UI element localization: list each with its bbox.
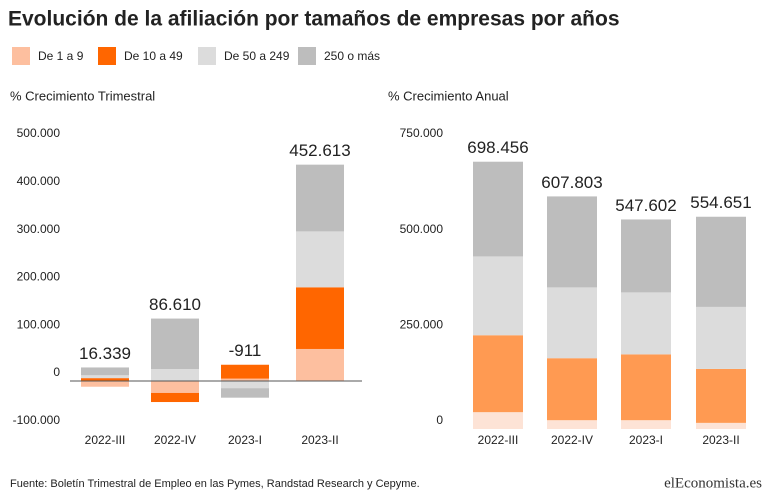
x-tick-label: 2023-II [301, 433, 338, 447]
x-tick-label: 2022-IV [154, 433, 196, 447]
bar-segment [621, 420, 671, 429]
bar-segment [221, 388, 269, 398]
bar-segment [296, 348, 344, 381]
total-label: 86.610 [149, 295, 201, 314]
bar-segment [151, 392, 199, 403]
panel-title: % Crecimiento Anual [388, 88, 509, 103]
bar-segment [151, 369, 199, 381]
legend-label: 250 o más [324, 49, 380, 63]
bar-segment [547, 196, 597, 288]
bar-segment [221, 364, 269, 379]
legend-label: De 50 a 249 [224, 49, 290, 63]
bar-segment [473, 412, 523, 429]
bar-segment [621, 219, 671, 293]
panel-title: % Crecimiento Trimestral [10, 88, 155, 103]
total-label: 698.456 [467, 138, 528, 157]
total-label: -911 [229, 341, 262, 360]
legend-swatch [298, 47, 316, 65]
y-tick-label: 500.000 [17, 126, 61, 140]
bar-segment [696, 368, 746, 423]
x-tick-label: 2023-I [629, 433, 663, 447]
bar-segment [221, 381, 269, 389]
bar-segment [547, 358, 597, 421]
y-tick-label: -100.000 [13, 413, 61, 427]
bar-segment [296, 231, 344, 288]
bar-segment [547, 287, 597, 359]
x-tick-label: 2022-IV [551, 433, 593, 447]
y-tick-label: 0 [436, 413, 443, 427]
bar-segment [696, 306, 746, 369]
y-tick-label: 500.000 [400, 222, 444, 236]
bar-segment [473, 161, 523, 257]
bar-segment [547, 420, 597, 429]
bar-segment [621, 354, 671, 421]
bar-segment [296, 164, 344, 232]
source: Fuente: Boletín Trimestral de Empleo en … [10, 478, 420, 490]
legend-label: De 1 a 9 [38, 49, 84, 63]
legend-swatch [198, 47, 216, 65]
total-label: 547.602 [615, 196, 676, 215]
bar-segment [81, 381, 129, 387]
bar-segment [696, 422, 746, 429]
bar-segment [473, 335, 523, 413]
chart-title: Evolución de la afiliación por tamaños d… [8, 8, 620, 31]
y-tick-label: 250.000 [400, 318, 444, 332]
legend-swatch [98, 47, 116, 65]
y-tick-label: 100.000 [17, 317, 61, 331]
total-label: 16.339 [79, 344, 131, 363]
total-label: 554.651 [690, 193, 751, 212]
legend-swatch [12, 47, 30, 65]
bar-segment [81, 375, 129, 379]
bar-segment [696, 216, 746, 307]
bar-segment [296, 287, 344, 349]
y-tick-label: 750.000 [400, 126, 444, 140]
x-tick-label: 2022-III [85, 433, 126, 447]
total-label: 607.803 [541, 173, 602, 192]
bar-segment [621, 292, 671, 355]
bar-segment [81, 378, 129, 381]
bar-segment [81, 367, 129, 376]
y-tick-label: 400.000 [17, 174, 61, 188]
y-tick-label: 0 [53, 365, 60, 379]
bar-segment [221, 378, 269, 381]
x-tick-label: 2022-III [478, 433, 519, 447]
x-tick-label: 2023-II [702, 433, 739, 447]
bar-segment [151, 318, 199, 370]
x-tick-label: 2023-I [228, 433, 262, 447]
bar-segment [473, 256, 523, 336]
y-tick-label: 200.000 [17, 270, 61, 284]
logo: elEconomista.es [664, 475, 762, 491]
y-tick-label: 300.000 [17, 222, 61, 236]
legend-label: De 10 a 49 [124, 49, 183, 63]
bar-segment [151, 381, 199, 393]
total-label: 452.613 [289, 141, 350, 160]
